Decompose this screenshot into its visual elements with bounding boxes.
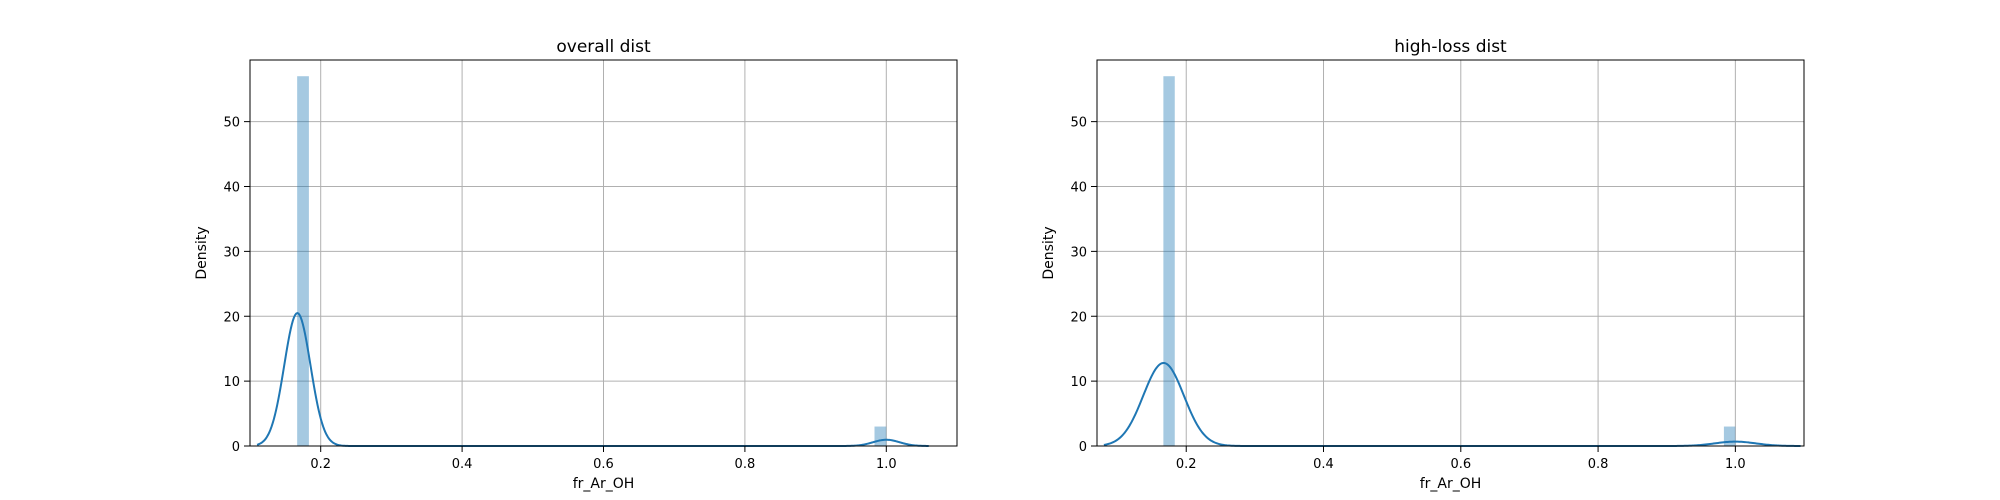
kde-curve bbox=[256, 312, 929, 447]
x-tick-label: 0.6 bbox=[593, 457, 614, 472]
y-tick-label: 20 bbox=[223, 310, 240, 325]
histogram-bar bbox=[1163, 76, 1175, 446]
x-tick-label: 0.4 bbox=[452, 457, 473, 472]
chart-title: overall dist bbox=[556, 37, 651, 57]
x-tick-label: 0.8 bbox=[735, 457, 756, 472]
x-tick-label: 0.2 bbox=[310, 457, 331, 472]
x-tick-label: 0.8 bbox=[1588, 457, 1609, 472]
y-tick-label: 0 bbox=[232, 440, 240, 455]
y-tick-label: 0 bbox=[1079, 440, 1087, 455]
chart-overall-dist: 0.2 0.4 0.6 0.8 1.0 0 10 20 30 40 50 overall dist fr… bbox=[194, 37, 958, 492]
histogram-bar bbox=[297, 76, 309, 446]
plot-frame bbox=[1096, 59, 1805, 447]
y-tick-label: 40 bbox=[1070, 181, 1087, 196]
y-tick-label: 30 bbox=[1070, 245, 1087, 260]
y-tick-label: 50 bbox=[1070, 116, 1087, 131]
histogram-bar bbox=[874, 426, 887, 446]
kde-curve bbox=[1103, 361, 1801, 447]
y-tick-label: 10 bbox=[1070, 375, 1087, 390]
histogram-bar bbox=[1723, 426, 1736, 446]
x-tick-label: 1.0 bbox=[876, 457, 897, 472]
x-axis-label: fr_Ar_OH bbox=[1420, 476, 1482, 492]
y-tick-label: 20 bbox=[1070, 310, 1087, 325]
x-tick-label: 1.0 bbox=[1725, 457, 1746, 472]
y-tick-label: 50 bbox=[223, 116, 240, 131]
y-tick-label: 30 bbox=[223, 245, 240, 260]
x-axis-label: fr_Ar_OH bbox=[573, 476, 635, 492]
x-tick-label: 0.6 bbox=[1450, 457, 1471, 472]
y-axis-label: Density bbox=[194, 226, 210, 279]
x-tick-label: 0.4 bbox=[1313, 457, 1334, 472]
y-axis-label: Density bbox=[1041, 226, 1057, 279]
y-tick-label: 10 bbox=[223, 375, 240, 390]
x-tick-label: 0.2 bbox=[1176, 457, 1197, 472]
y-tick-label: 40 bbox=[223, 181, 240, 196]
chart-high-loss-dist: 0.2 0.4 0.6 0.8 1.0 0 10 20 30 40 50 high-loss dist… bbox=[1041, 37, 1805, 492]
chart-title: high-loss dist bbox=[1394, 37, 1507, 57]
